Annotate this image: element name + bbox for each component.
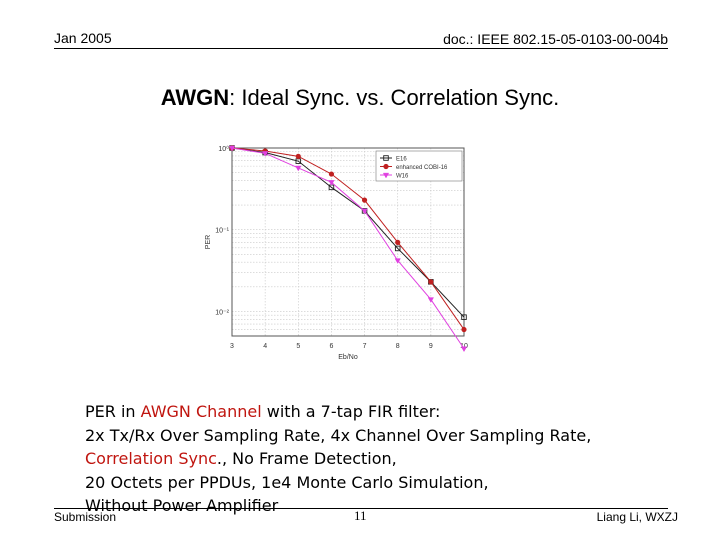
data-point-s2 [262,151,269,157]
x-tick-label: 5 [296,343,300,350]
data-point-s1 [361,197,368,203]
description-text: PER in AWGN Channel with a 7-tap FIR fil… [85,400,591,518]
x-tick-label: 6 [329,343,333,350]
description-line-5: Without Power Amplifier [85,496,279,515]
description-line-3: Correlation Sync., No Frame Detection, [85,447,591,471]
legend-swatch-marker [383,155,389,161]
data-point-s2 [361,208,368,215]
per-chart-svg: 3 4 5 6 7 8 9 10 10⁰ 10⁻¹ 10⁻² PER Eb/No E16 enhanced … [205,145,468,360]
data-point-s2 [295,165,302,172]
legend-label: enhanced COBI-16 [396,165,448,171]
legend-swatch-marker [383,163,389,170]
data-point-s0 [461,314,467,320]
legend-label: W16 [396,173,409,179]
desc-l3-red: Correlation Sync [85,449,217,468]
desc-l1-a: PER in [85,402,141,421]
data-point-s2 [460,346,468,353]
data-point-s2 [427,297,434,303]
page-number: 11 [354,508,367,523]
legend-swatch-marker [382,172,390,179]
data-point-s0 [394,245,401,252]
y-tick-label: 10⁻¹ [215,228,229,235]
y-tick-label: 10⁰ [218,145,229,153]
desc-l1-red: AWGN Channel [140,402,262,421]
desc-l3-b: ., No Frame Detection, [216,449,397,468]
x-tick-label: 4 [263,343,267,350]
data-point-s2 [328,180,335,186]
data-point-s1 [395,239,401,245]
per-chart: 3 4 5 6 7 8 9 10 10⁰ 10⁻¹ 10⁻² PER Eb/No E16 enhanced … [196,140,480,360]
series-line-2 [231,147,465,349]
x-tick-label: 8 [396,343,400,350]
description-line-2: 2x Tx/Rx Over Sampling Rate, 4x Channel … [85,425,592,445]
x-tick-label: 10 [460,343,468,350]
footer-author: Liang Li, WXZJ [596,510,678,524]
legend-label: E16 [396,156,407,162]
series-line-0 [231,147,465,318]
data-point-s2 [394,258,401,264]
slide-title-bold: AWGN [160,85,230,110]
data-point-s1 [428,279,434,285]
x-tick-label: 7 [363,343,367,350]
header-date: Jan 2005 [54,30,112,46]
plot-frame [231,147,465,337]
header-rule [54,48,668,49]
x-tick-label: 9 [429,343,433,350]
data-point-s1 [461,326,467,333]
data-point-s2 [228,145,236,152]
slide-title: AWGN: Ideal Sync. vs. Correlation Sync. [0,85,720,111]
x-axis-label: Eb/No [338,354,358,360]
series-line-1 [231,147,465,330]
y-axis-label: PER [205,235,212,249]
description-line-1: PER in AWGN Channel with a 7-tap FIR fil… [85,400,591,424]
footer-rule [54,508,668,509]
description-line-4: 20 Octets per PPDUs, 1e4 Monte Carlo Sim… [85,472,489,492]
data-point-s1 [328,171,335,177]
desc-l1-b: with a 7-tap FIR filter: [261,402,441,421]
header-doc-id: doc.: IEEE 802.15-05-0103-00-004b [443,31,668,47]
footer-submission: Submission [54,510,117,524]
data-point-s1 [295,153,301,159]
y-tick-label: 10⁻² [215,309,229,316]
x-tick-label: 3 [230,343,234,350]
slide-title-rest: : Ideal Sync. vs. Correlation Sync. [229,85,560,110]
